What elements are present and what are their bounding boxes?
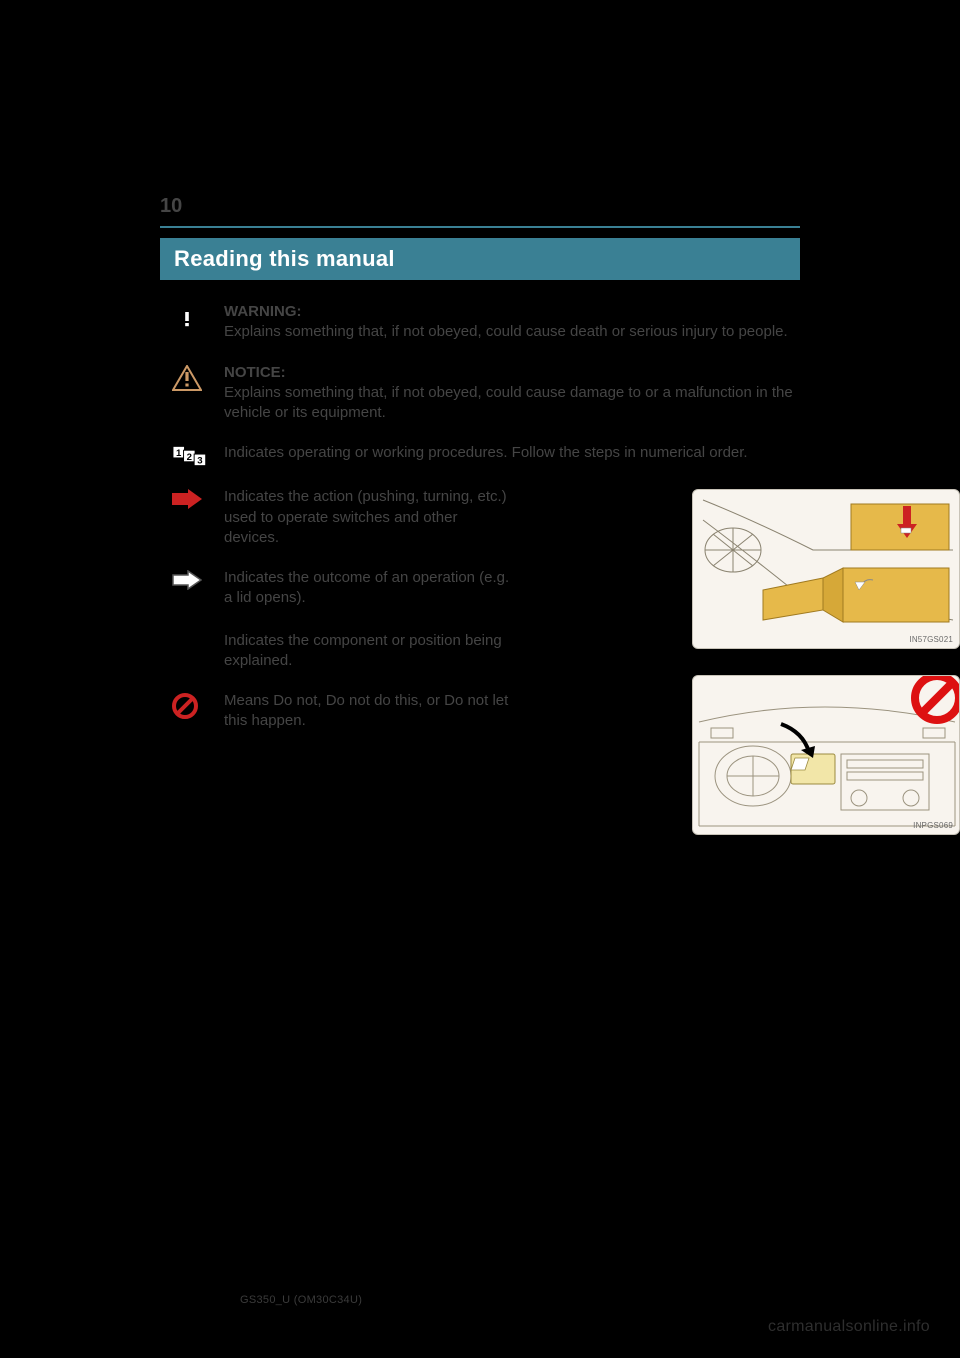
item-steps: 1 2 3 Indicates operating or working pro… [160,443,800,467]
icon-col [160,631,224,651]
manual-page: 10 Reading this manual WARNING: Explains… [160,195,800,752]
arrow-outline-icon [172,570,202,590]
figure-console: IN57GS021 [692,489,960,649]
figure-console-svg [693,490,960,649]
item-heading: NOTICE: [224,364,286,381]
item-body: Means Do not, Do not do this, or Do not … [224,691,510,732]
icon-col [160,568,224,590]
page-number: 10 [160,195,800,218]
item-heading: WARNING: [224,303,302,320]
item-body: Explains something that, if not obeyed, … [224,322,794,342]
icon-col: 1 2 3 [160,443,224,467]
arrow-red-icon [172,489,202,509]
steps-123-icon: 1 2 3 [172,445,224,467]
icon-col [160,487,224,509]
warning-solid-icon [172,304,202,330]
item-body: Indicates the component or position bein… [224,631,510,672]
section-title: Reading this manual [160,238,800,280]
no-symbol-icon [909,675,960,726]
item-notice: NOTICE: Explains something that, if not … [160,363,800,424]
item-body: Indicates the action (pushing, turning, … [224,487,510,548]
item-text: Indicates operating or working procedure… [224,443,800,463]
svg-text:1: 1 [176,448,182,459]
item-text: NOTICE: Explains something that, if not … [224,363,800,424]
watermark: carmanualsonline.info [768,1318,930,1336]
figures-column: IN57GS021 [618,489,960,861]
item-body: Indicates the outcome of an operation (e… [224,568,510,609]
icon-col [160,363,224,391]
figure-caption: INPGS069 [913,821,953,830]
svg-text:3: 3 [197,456,202,467]
svg-text:2: 2 [187,452,192,463]
arrow-curve-icon [172,633,202,651]
no-symbol-icon [172,693,198,719]
icon-col [160,302,224,330]
warning-outline-icon [172,365,202,391]
divider [160,226,800,228]
item-text: WARNING: Explains something that, if not… [224,302,800,343]
item-body: Explains something that, if not obeyed, … [224,383,794,424]
item-body: Indicates operating or working procedure… [224,443,794,463]
figure-caption: IN57GS021 [909,635,953,644]
figure-dashboard: INPGS069 [692,675,960,835]
footer-code: GS350_U (OM30C34U) [240,1294,362,1306]
item-warning: WARNING: Explains something that, if not… [160,302,800,343]
icon-col [160,691,224,719]
